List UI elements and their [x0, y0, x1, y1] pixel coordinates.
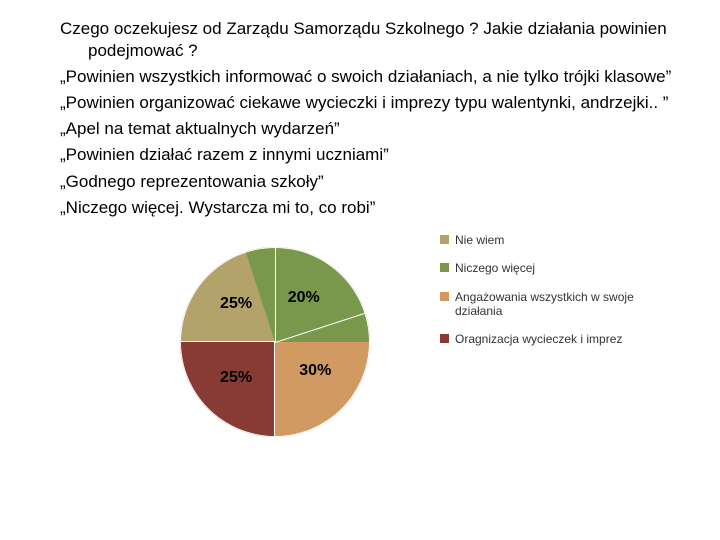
legend-item: Angażowania wszystkich w swoje działania — [440, 290, 670, 319]
legend-item: Oragnizacja wycieczek i imprez — [440, 332, 670, 346]
legend-swatch — [440, 334, 449, 343]
quote-3: „Apel na temat aktualnych wydarzeń” — [60, 118, 690, 140]
quote-1: „Powinien wszystkich informować o swoich… — [60, 66, 690, 88]
legend-swatch — [440, 292, 449, 301]
pie-disc — [180, 247, 370, 437]
legend-swatch — [440, 263, 449, 272]
slice-label: 30% — [299, 362, 331, 380]
quote-6: „Niczego więcej. Wystarcza mi to, co rob… — [60, 197, 690, 219]
pie-chart: 20% 30% 25% 25% — [180, 247, 370, 437]
legend-item: Niczego więcej — [440, 261, 670, 275]
legend-swatch — [440, 235, 449, 244]
legend-label: Angażowania wszystkich w swoje działania — [455, 290, 670, 319]
slice-label: 20% — [288, 289, 320, 307]
slice-divider — [275, 247, 276, 342]
quote-4: „Powinien działać razem z innymi uczniam… — [60, 144, 690, 166]
chart-legend: Nie wiem Niczego więcej Angażowania wszyst… — [440, 227, 670, 361]
legend-label: Niczego więcej — [455, 261, 670, 275]
legend-item: Nie wiem — [440, 233, 670, 247]
text-block: Czego oczekujesz od Zarządu Samorządu Sz… — [0, 0, 720, 233]
slice-label: 25% — [220, 295, 252, 313]
slice-divider — [274, 342, 275, 437]
quote-5: „Godnego reprezentowania szkoły” — [60, 171, 690, 193]
slice-divider — [180, 341, 275, 342]
legend-label: Nie wiem — [455, 233, 670, 247]
slice-divider — [275, 312, 366, 342]
slice-label: 25% — [220, 369, 252, 387]
quote-2: „Powinien organizować ciekawe wycieczki … — [60, 92, 690, 114]
pie-chart-area: 20%30%25%25% Nie wiemNiczego więcejAngaż… — [0, 237, 720, 497]
question-line: Czego oczekujesz od Zarządu Samorządu Sz… — [60, 18, 690, 62]
legend-label: Oragnizacja wycieczek i imprez — [455, 332, 670, 346]
